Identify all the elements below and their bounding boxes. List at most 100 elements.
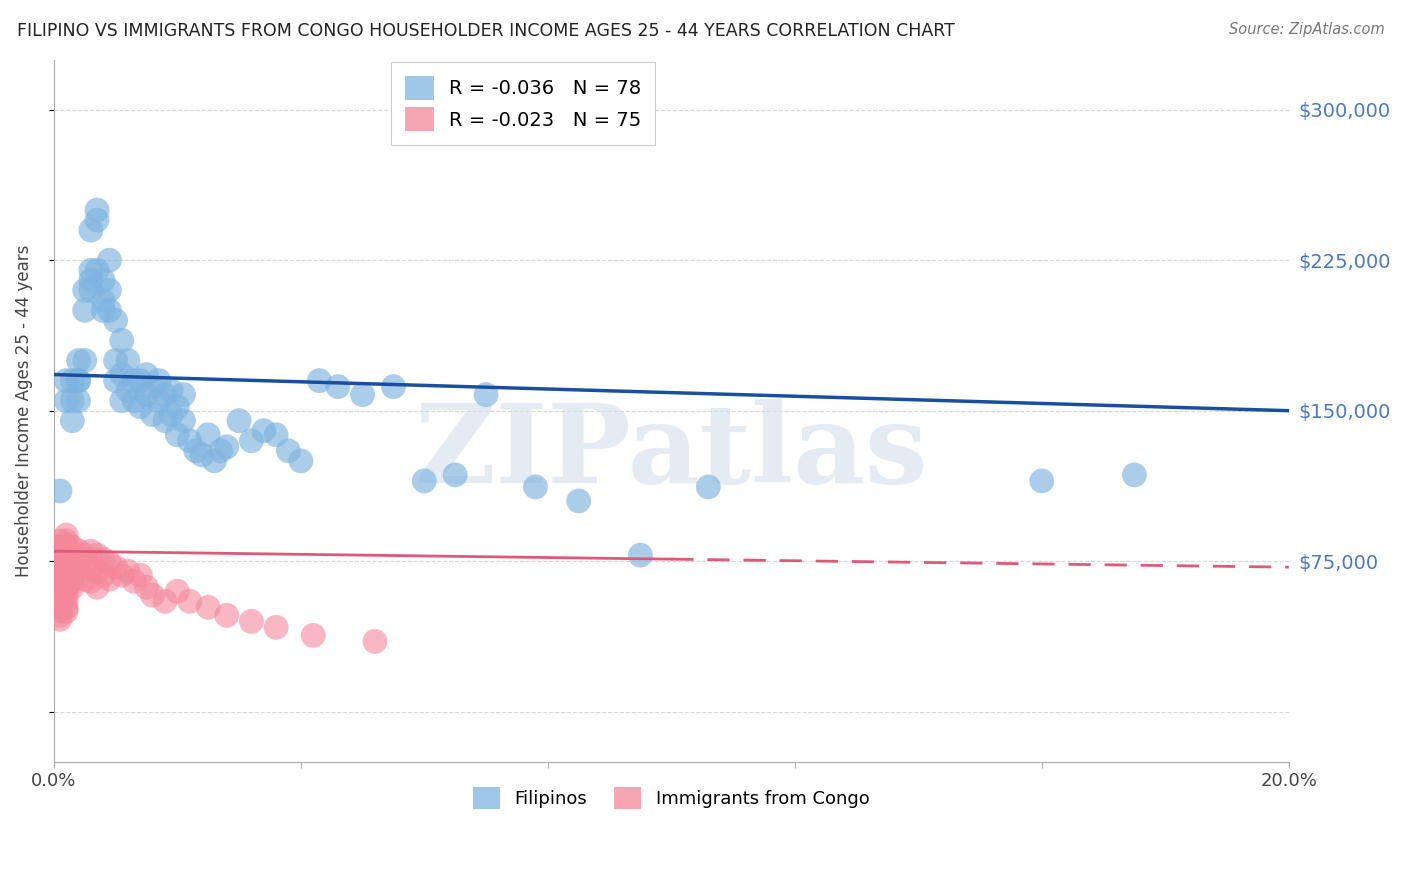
Point <box>91 552 114 566</box>
Point <box>49 576 72 591</box>
Point <box>49 552 72 566</box>
Point <box>49 556 72 570</box>
Point <box>49 548 72 562</box>
Point <box>73 572 96 586</box>
Point <box>104 374 127 388</box>
Point <box>67 374 90 388</box>
Point <box>49 608 72 623</box>
Point <box>49 483 72 498</box>
Point <box>49 564 72 578</box>
Point <box>697 480 720 494</box>
Point <box>49 612 72 626</box>
Point <box>49 544 72 558</box>
Point <box>166 427 188 442</box>
Point <box>49 588 72 602</box>
Point <box>104 560 127 574</box>
Text: FILIPINO VS IMMIGRANTS FROM CONGO HOUSEHOLDER INCOME AGES 25 - 44 YEARS CORRELAT: FILIPINO VS IMMIGRANTS FROM CONGO HOUSEH… <box>17 22 955 40</box>
Point <box>60 414 83 428</box>
Y-axis label: Householder Income Ages 25 - 44 years: Householder Income Ages 25 - 44 years <box>15 244 32 577</box>
Point <box>524 480 547 494</box>
Point <box>122 393 145 408</box>
Point <box>142 379 165 393</box>
Point <box>60 548 83 562</box>
Point <box>568 494 591 508</box>
Point <box>86 580 108 594</box>
Point <box>179 434 201 448</box>
Point <box>264 427 287 442</box>
Point <box>80 544 103 558</box>
Point <box>86 564 108 578</box>
Point <box>86 202 108 217</box>
Point <box>98 303 121 318</box>
Point <box>55 538 77 552</box>
Point <box>166 400 188 414</box>
Point <box>60 560 83 574</box>
Point <box>1031 474 1053 488</box>
Point <box>628 548 651 562</box>
Point <box>55 554 77 568</box>
Point <box>326 379 349 393</box>
Point <box>173 387 195 401</box>
Point <box>55 534 77 549</box>
Point <box>55 393 77 408</box>
Point <box>73 283 96 297</box>
Point <box>191 448 214 462</box>
Point <box>117 564 139 578</box>
Point <box>153 387 176 401</box>
Point <box>122 574 145 589</box>
Point <box>80 560 103 574</box>
Point <box>55 588 77 602</box>
Point <box>264 620 287 634</box>
Point <box>80 283 103 297</box>
Point <box>197 427 219 442</box>
Point <box>55 574 77 589</box>
Point <box>86 548 108 562</box>
Point <box>197 600 219 615</box>
Point <box>55 604 77 618</box>
Legend: Filipinos, Immigrants from Congo: Filipinos, Immigrants from Congo <box>465 780 877 816</box>
Point <box>104 313 127 327</box>
Point <box>117 384 139 398</box>
Point <box>55 568 77 582</box>
Point <box>49 604 72 618</box>
Point <box>352 387 374 401</box>
Point <box>228 414 250 428</box>
Point <box>49 580 72 594</box>
Point <box>179 594 201 608</box>
Point <box>80 223 103 237</box>
Point <box>67 544 90 558</box>
Point <box>184 443 207 458</box>
Point <box>49 592 72 607</box>
Point <box>55 564 77 578</box>
Point <box>67 353 90 368</box>
Point <box>91 568 114 582</box>
Point <box>202 454 225 468</box>
Point <box>129 374 152 388</box>
Point <box>55 580 77 594</box>
Point <box>49 596 72 610</box>
Point <box>91 293 114 308</box>
Point <box>67 393 90 408</box>
Point <box>135 368 157 382</box>
Point <box>166 584 188 599</box>
Point <box>240 434 263 448</box>
Point <box>382 379 405 393</box>
Point <box>122 374 145 388</box>
Point <box>80 263 103 277</box>
Point <box>277 443 299 458</box>
Point <box>160 408 183 422</box>
Point <box>142 408 165 422</box>
Point <box>153 414 176 428</box>
Point <box>73 548 96 562</box>
Point <box>290 454 312 468</box>
Point <box>49 584 72 599</box>
Point <box>80 574 103 589</box>
Point <box>142 588 165 602</box>
Text: Source: ZipAtlas.com: Source: ZipAtlas.com <box>1229 22 1385 37</box>
Point <box>55 594 77 608</box>
Point <box>55 560 77 574</box>
Point <box>98 253 121 268</box>
Point <box>91 303 114 318</box>
Point <box>60 568 83 582</box>
Point <box>49 540 72 554</box>
